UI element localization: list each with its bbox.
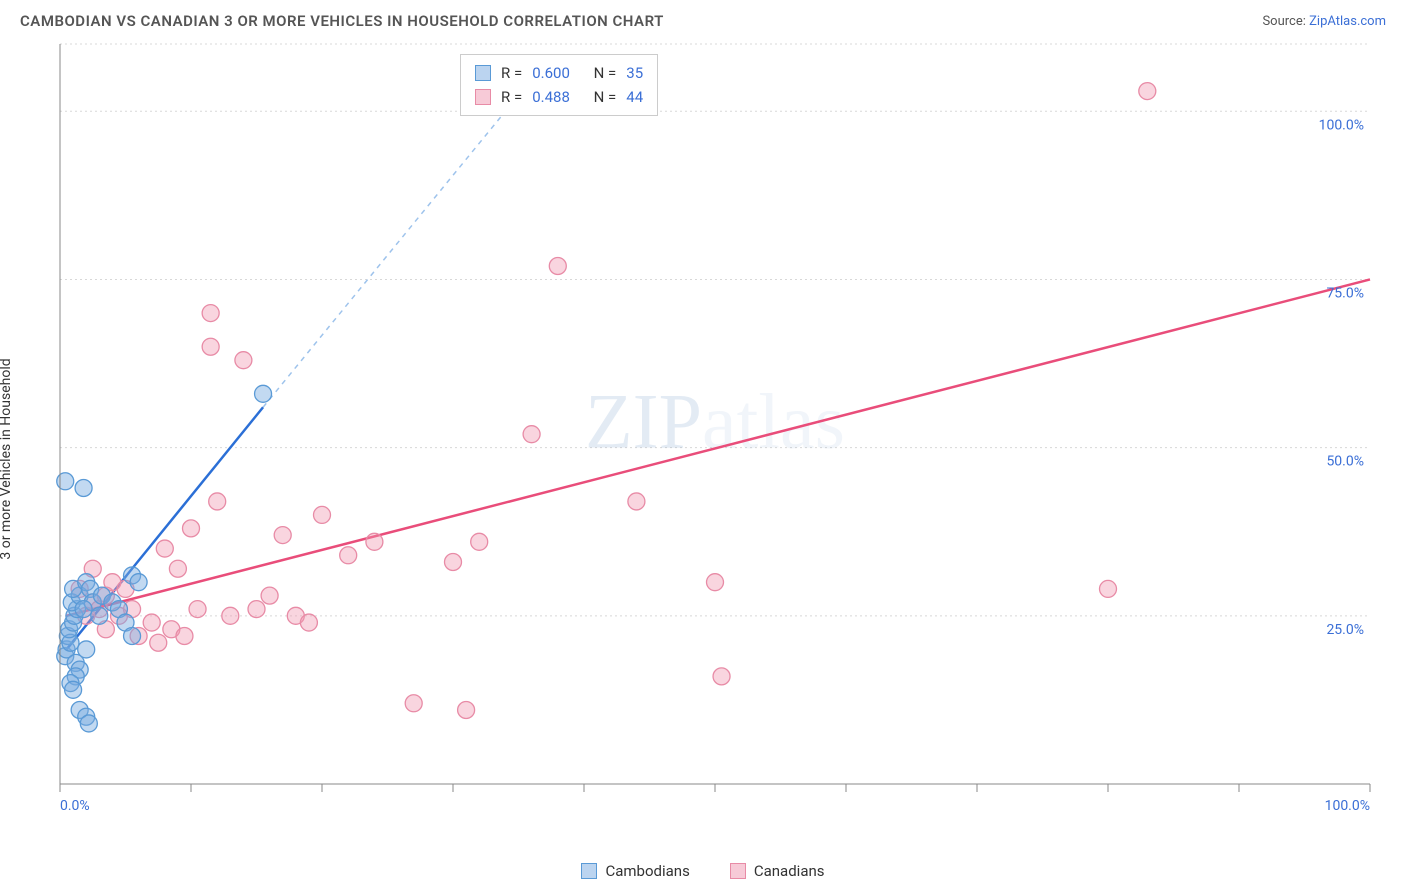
r-value: 0.600: [532, 61, 570, 85]
svg-text:ZIPatlas: ZIPatlas: [585, 378, 845, 465]
legend-item: Canadians: [730, 862, 825, 880]
r-label: R =: [501, 85, 522, 109]
chart-container: 3 or more Vehicles in Household ZIPatlas…: [0, 34, 1406, 884]
legend-item: Cambodians: [581, 862, 689, 880]
title-bar: CAMBODIAN VS CANADIAN 3 OR MORE VEHICLES…: [0, 0, 1406, 34]
stats-legend-box: R = 0.600 N = 35 R = 0.488 N = 44: [460, 54, 658, 116]
r-label: R =: [501, 61, 522, 85]
stats-row: R = 0.488 N = 44: [475, 85, 643, 109]
n-value: 44: [626, 85, 643, 109]
n-label: N =: [594, 85, 617, 109]
svg-text:25.0%: 25.0%: [1326, 622, 1364, 638]
swatch-icon: [730, 863, 746, 879]
svg-text:100.0%: 100.0%: [1319, 117, 1364, 133]
y-axis-label: 3 or more Vehicles in Household: [0, 358, 14, 559]
svg-text:0.0%: 0.0%: [60, 798, 90, 814]
n-label: N =: [594, 61, 617, 85]
legend-label: Cambodians: [605, 862, 689, 880]
svg-text:100.0%: 100.0%: [1325, 798, 1370, 814]
swatch-icon: [475, 65, 491, 81]
swatch-icon: [475, 89, 491, 105]
swatch-icon: [581, 863, 597, 879]
axis-labels: 25.0% 50.0% 75.0% 100.0% 0.0% 100.0%: [60, 117, 1370, 814]
svg-text:75.0%: 75.0%: [1326, 285, 1364, 301]
chart-title: CAMBODIAN VS CANADIAN 3 OR MORE VEHICLES…: [20, 12, 664, 30]
source-link[interactable]: ZipAtlas.com: [1309, 14, 1386, 29]
svg-text:50.0%: 50.0%: [1326, 454, 1364, 470]
watermark: ZIPatlas: [585, 378, 845, 465]
source-label: Source:: [1262, 14, 1305, 29]
bottom-legend: Cambodians Canadians: [0, 862, 1406, 880]
n-value: 35: [626, 61, 643, 85]
r-value: 0.488: [532, 85, 570, 109]
stats-row: R = 0.600 N = 35: [475, 61, 643, 85]
scatter-chart: ZIPatlas 25.0% 50.0% 75.0% 100.0% 0.0% 100.0%: [40, 34, 1400, 834]
legend-label: Canadians: [754, 862, 825, 880]
source-text: Source: ZipAtlas.com: [1262, 14, 1386, 29]
